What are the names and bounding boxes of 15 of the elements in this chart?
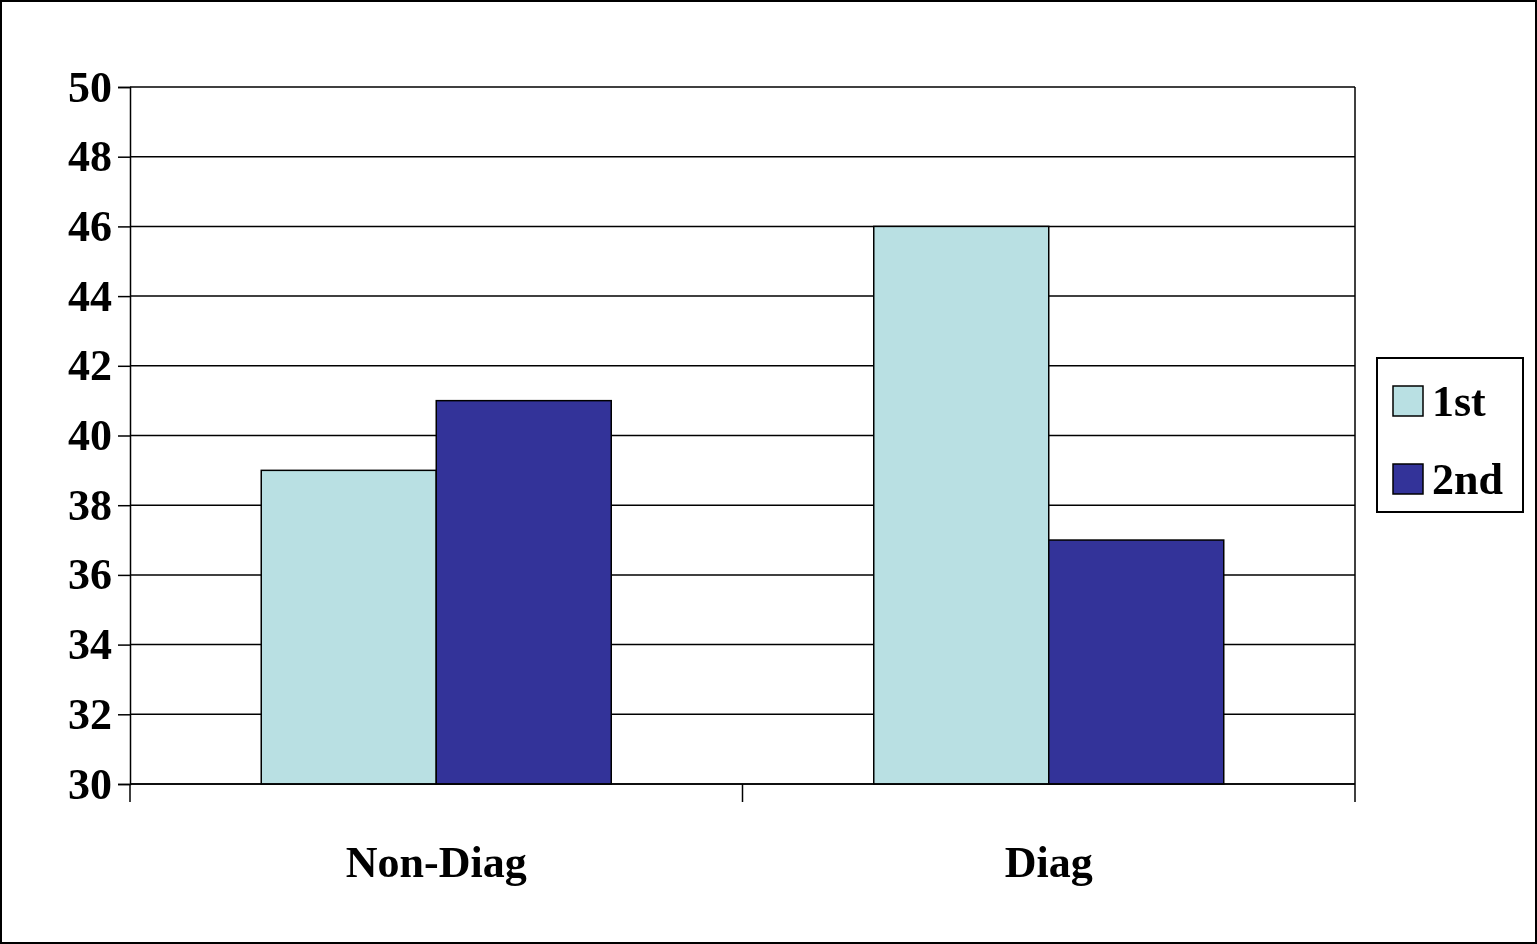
y-tick-label: 48: [68, 132, 112, 182]
x-tick-label: Non-Diag: [345, 838, 527, 888]
y-tick-label: 46: [68, 201, 112, 251]
y-tick-label: 36: [68, 550, 112, 600]
legend-label: 2nd: [1432, 455, 1503, 504]
y-tick-label: 34: [68, 620, 112, 670]
y-tick-label: 44: [68, 271, 112, 321]
legend-label: 1st: [1432, 377, 1487, 426]
y-tick-label: 42: [68, 341, 112, 391]
y-tick-label: 40: [68, 411, 112, 461]
y-tick-label: 30: [68, 759, 112, 809]
x-tick-label: Diag: [1004, 838, 1093, 888]
y-tick-label: 32: [68, 689, 112, 739]
y-tick-label: 50: [68, 62, 112, 112]
y-tick-label: 38: [68, 480, 112, 530]
